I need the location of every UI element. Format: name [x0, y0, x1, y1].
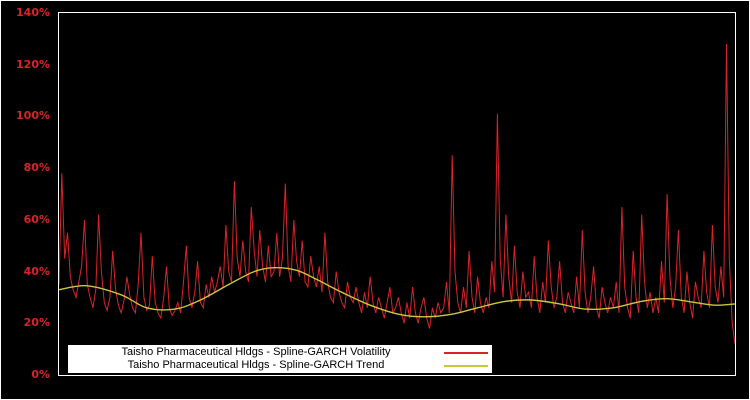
trend-series-line — [59, 266, 735, 318]
y-tick-label: 100% — [16, 109, 50, 123]
series-svg — [59, 43, 735, 345]
plot-area: Taisho Pharmaceutical Hldgs - Spline-GAR… — [58, 12, 736, 376]
y-tick-label: 0% — [31, 368, 50, 381]
y-tick-label: 20% — [23, 316, 50, 330]
volatility-legend-line-icon — [444, 351, 488, 354]
legend-label-volatility: Taisho Pharmaceutical Hldgs - Spline-GAR… — [121, 346, 391, 358]
y-tick-label: 120% — [16, 57, 50, 71]
y-tick-label: 40% — [23, 264, 50, 278]
y-tick-label: 60% — [23, 212, 50, 226]
legend-row-trend: Taisho Pharmaceutical Hldgs - Spline-GAR… — [72, 359, 488, 372]
legend-box: Taisho Pharmaceutical Hldgs - Spline-GAR… — [68, 345, 492, 373]
legend-row-volatility: Taisho Pharmaceutical Hldgs - Spline-GAR… — [72, 346, 488, 359]
trend-legend-line-icon — [444, 364, 488, 367]
legend-label-trend: Taisho Pharmaceutical Hldgs - Spline-GAR… — [127, 359, 385, 371]
y-axis-labels: 0% 20% 40% 60% 80% 100% 120% 140% — [1, 7, 53, 381]
y-tick-label: 80% — [23, 161, 50, 175]
y-tick-label: 140% — [16, 6, 50, 19]
volatility-series-line — [59, 43, 735, 345]
